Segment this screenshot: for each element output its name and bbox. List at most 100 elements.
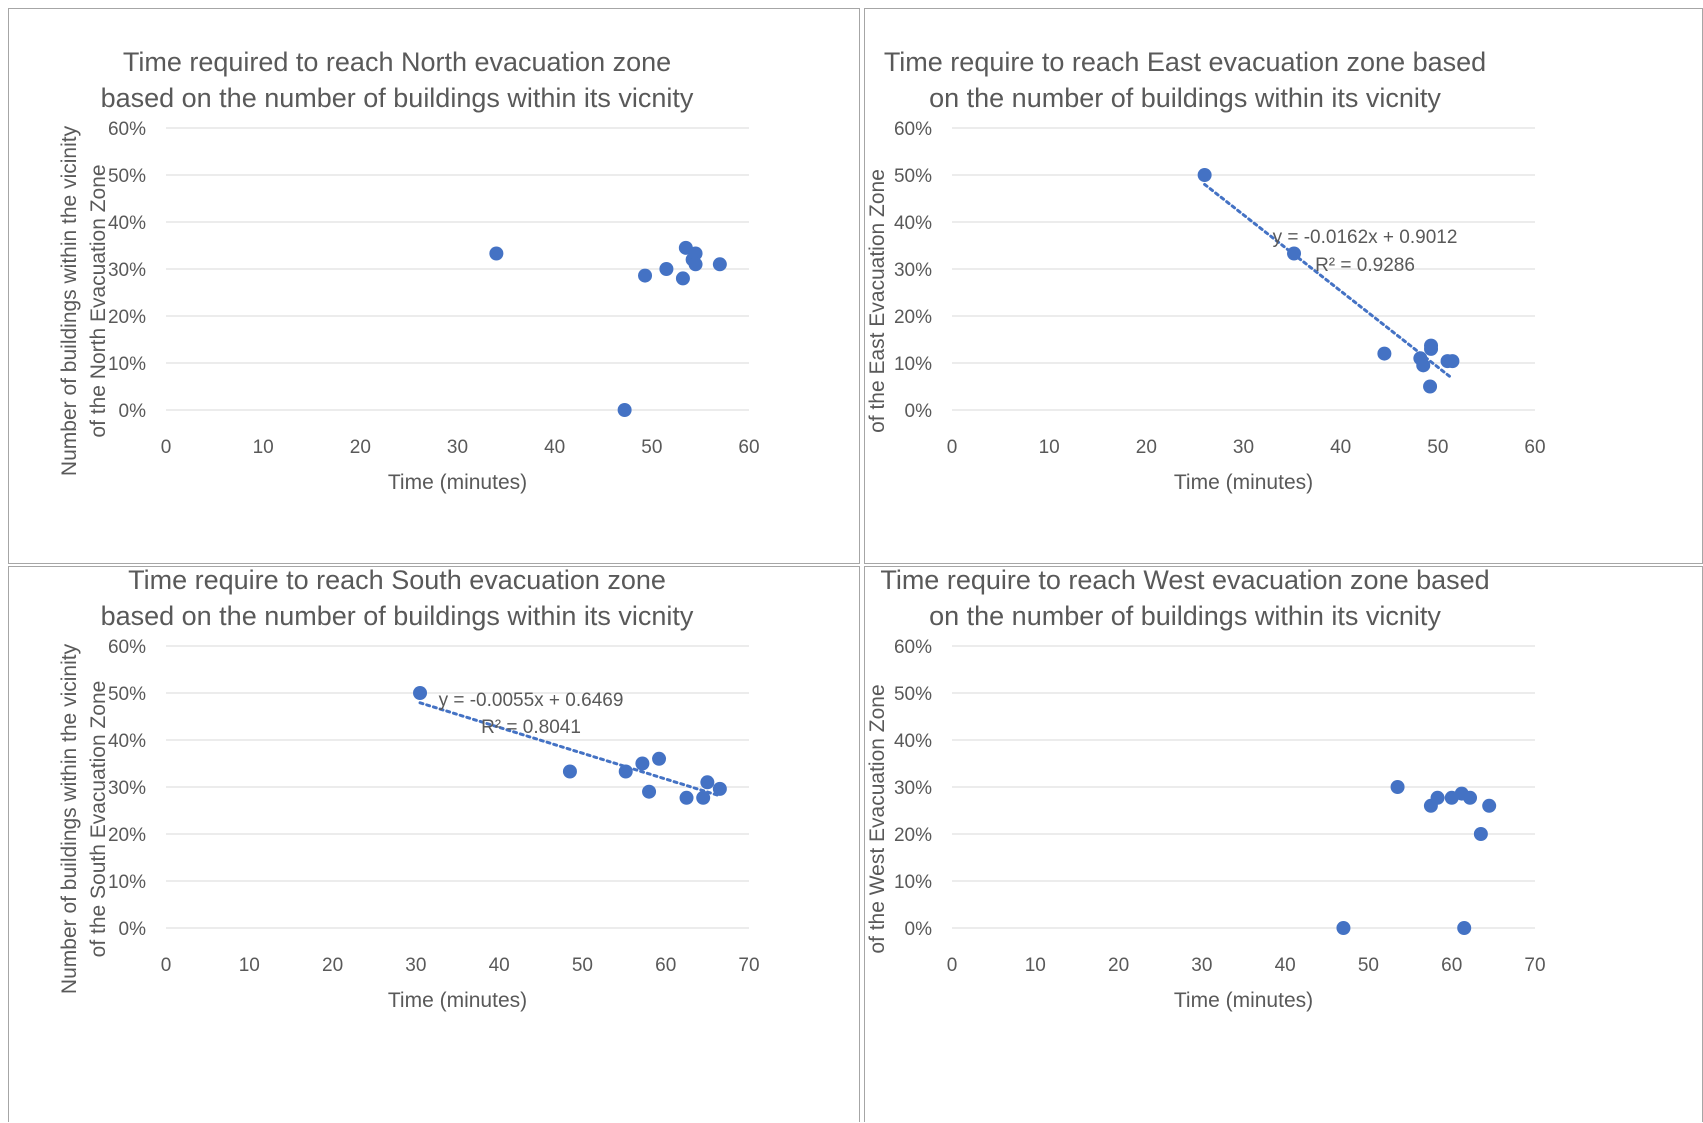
data-point xyxy=(642,784,657,799)
x-tick-label: 0 xyxy=(161,437,172,458)
y-tick-label: 30% xyxy=(108,778,146,799)
chart-title-line: Time require to reach West evacuation zo… xyxy=(880,567,1489,595)
x-tick-label: 20 xyxy=(322,955,343,976)
y-tick-label: 30% xyxy=(894,260,932,281)
data-point xyxy=(1430,790,1445,805)
trendline-equation: y = -0.0055x + 0.6469 xyxy=(439,690,624,711)
east-chart-panel: Time require to reach East evacuation zo… xyxy=(864,8,1703,564)
y-tick-label: 0% xyxy=(905,401,933,422)
y-tick-label: 0% xyxy=(905,919,933,940)
x-axis-title: Time (minutes) xyxy=(388,989,527,1012)
chart-title-line: based on the number of buildings within … xyxy=(101,601,694,631)
x-tick-label: 10 xyxy=(1025,955,1046,976)
y-tick-label: 50% xyxy=(894,166,932,187)
x-tick-label: 20 xyxy=(350,437,371,458)
x-tick-label: 40 xyxy=(544,437,565,458)
x-tick-label: 50 xyxy=(572,955,593,976)
y-tick-label: 20% xyxy=(894,825,932,846)
data-point xyxy=(489,246,504,261)
x-tick-label: 10 xyxy=(1039,437,1060,458)
y-tick-label: 60% xyxy=(894,637,932,658)
data-point xyxy=(679,790,694,805)
x-tick-label: 30 xyxy=(1233,437,1254,458)
chart-title-line: Time require to reach South evacuation z… xyxy=(128,567,666,595)
x-tick-label: 0 xyxy=(161,955,172,976)
data-point xyxy=(1416,358,1431,373)
y-tick-label: 60% xyxy=(108,637,146,658)
x-axis-title: Time (minutes) xyxy=(1174,471,1313,494)
y-tick-label: 0% xyxy=(119,919,147,940)
data-point xyxy=(635,756,650,771)
data-point xyxy=(1336,921,1351,935)
x-tick-label: 10 xyxy=(253,437,274,458)
data-point xyxy=(688,257,703,272)
chart-title-line: Time require to reach East evacuation zo… xyxy=(884,47,1486,77)
data-point xyxy=(1423,379,1438,394)
y-axis-title-line: Number of buildings within the vicinity xyxy=(58,125,81,476)
west-scatter-chart: Time require to reach West evacuation zo… xyxy=(866,567,1546,1012)
x-tick-label: 30 xyxy=(405,955,426,976)
y-tick-label: 10% xyxy=(894,354,932,375)
chart-title-line: Time required to reach North evacuation … xyxy=(123,47,671,77)
data-point xyxy=(413,686,428,700)
y-tick-label: 50% xyxy=(894,684,932,705)
x-tick-label: 70 xyxy=(1524,955,1545,976)
trendline-equation: y = -0.0162x + 0.9012 xyxy=(1273,227,1458,248)
y-tick-label: 40% xyxy=(894,213,932,234)
data-point xyxy=(617,403,632,417)
y-tick-label: 50% xyxy=(108,166,146,187)
y-tick-label: 40% xyxy=(108,731,146,752)
data-point xyxy=(1197,168,1212,182)
y-axis-title-line: of the South Evacuation Zone xyxy=(87,681,110,958)
x-tick-label: 50 xyxy=(1358,955,1379,976)
x-axis-title: Time (minutes) xyxy=(388,471,527,494)
west-chart-panel: Time require to reach West evacuation zo… xyxy=(864,566,1703,1122)
data-point xyxy=(696,790,711,805)
chart-title-line: based on the number of buildings within … xyxy=(101,83,694,113)
data-point xyxy=(1482,798,1497,813)
east-scatter-chart: Time require to reach East evacuation zo… xyxy=(866,47,1546,494)
y-tick-label: 40% xyxy=(894,731,932,752)
data-point xyxy=(1457,921,1472,935)
data-point xyxy=(1473,827,1488,841)
x-tick-label: 40 xyxy=(1275,955,1296,976)
x-axis-title: Time (minutes) xyxy=(1174,989,1313,1012)
data-point xyxy=(562,764,577,779)
x-tick-label: 60 xyxy=(655,955,676,976)
north-scatter-chart: Time required to reach North evacuation … xyxy=(58,47,760,494)
trendline xyxy=(1203,182,1454,381)
data-point xyxy=(1445,354,1460,369)
y-tick-label: 20% xyxy=(108,307,146,328)
data-point xyxy=(1377,346,1392,361)
data-point xyxy=(659,262,674,276)
x-tick-label: 60 xyxy=(1441,955,1462,976)
x-tick-label: 60 xyxy=(738,437,759,458)
trendline-r-squared: R² = 0.9286 xyxy=(1315,255,1415,276)
data-point xyxy=(1424,338,1439,353)
y-tick-label: 30% xyxy=(108,260,146,281)
x-tick-label: 30 xyxy=(1191,955,1212,976)
x-tick-label: 0 xyxy=(947,955,958,976)
y-tick-label: 50% xyxy=(108,684,146,705)
x-tick-label: 50 xyxy=(1427,437,1448,458)
y-tick-label: 20% xyxy=(108,825,146,846)
y-axis-title-line: of the North Evacuation Zone xyxy=(87,164,110,437)
data-point xyxy=(638,268,653,283)
y-tick-label: 30% xyxy=(894,778,932,799)
y-axis-title-line: Number of buildings within the vicinity xyxy=(58,643,81,994)
north-chart-panel: Time required to reach North evacuation … xyxy=(8,8,860,564)
x-tick-label: 20 xyxy=(1136,437,1157,458)
y-tick-label: 20% xyxy=(894,307,932,328)
data-point xyxy=(1463,790,1478,805)
y-axis-title-line: of the West Evacuation Zone xyxy=(866,684,889,953)
data-point xyxy=(1390,780,1405,794)
y-tick-label: 60% xyxy=(894,119,932,140)
y-tick-label: 60% xyxy=(108,119,146,140)
x-tick-label: 10 xyxy=(239,955,260,976)
x-tick-label: 60 xyxy=(1524,437,1545,458)
chart-title-line: on the number of buildings within its vi… xyxy=(929,83,1441,113)
y-tick-label: 0% xyxy=(119,401,147,422)
y-tick-label: 10% xyxy=(894,872,932,893)
trendline-r-squared: R² = 0.8041 xyxy=(481,717,581,738)
y-tick-label: 10% xyxy=(108,872,146,893)
